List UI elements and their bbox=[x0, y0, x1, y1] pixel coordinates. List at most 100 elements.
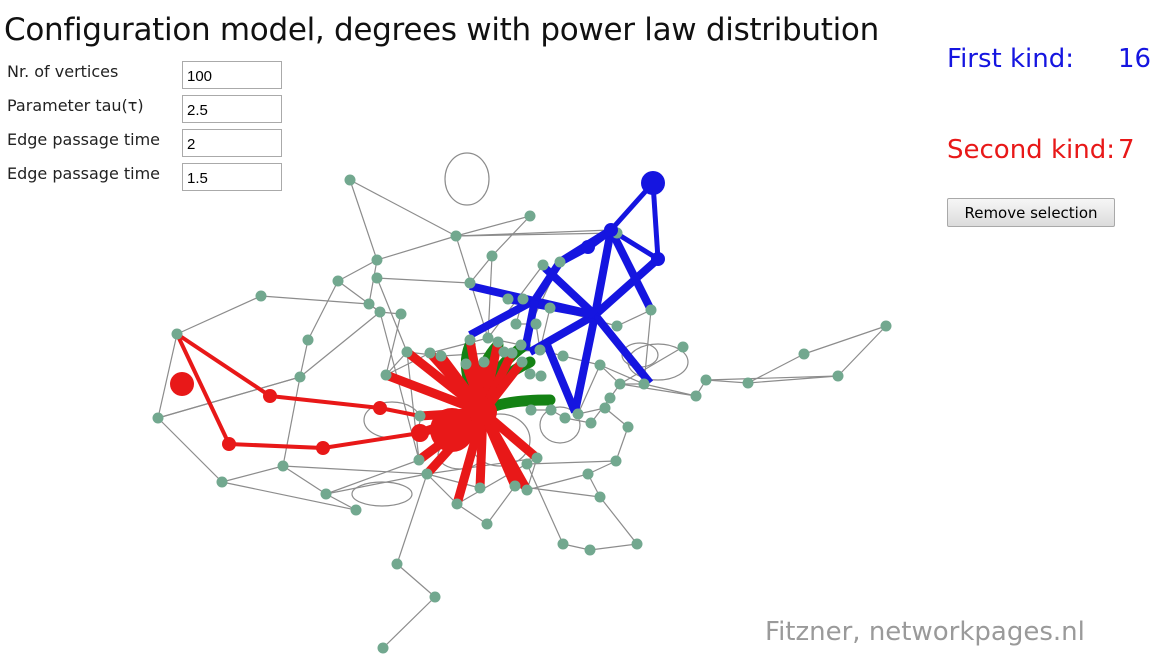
tau-input[interactable] bbox=[182, 95, 282, 123]
graph-edge bbox=[176, 295, 262, 335]
graph-vertex bbox=[294, 371, 306, 383]
graph-vertex bbox=[517, 293, 529, 305]
graph-edge bbox=[599, 496, 638, 545]
graph-vertex bbox=[742, 377, 754, 389]
graph-vertex bbox=[645, 304, 657, 316]
red-vertex bbox=[316, 441, 330, 455]
graph-vertex bbox=[594, 359, 606, 371]
graph-edge bbox=[705, 379, 749, 384]
graph-edge bbox=[643, 383, 697, 397]
graph-vertex bbox=[152, 412, 164, 424]
graph-vertex bbox=[631, 538, 643, 550]
graph-vertex bbox=[374, 306, 386, 318]
blue-edge bbox=[591, 312, 654, 386]
graph-edge bbox=[491, 215, 531, 257]
graph-vertex bbox=[344, 174, 356, 186]
graph-vertex bbox=[435, 350, 447, 362]
graph-edge bbox=[282, 465, 428, 475]
graph-edge bbox=[325, 473, 428, 495]
graph-vertex bbox=[498, 346, 510, 358]
red-edge bbox=[322, 431, 421, 450]
graph-vertex bbox=[332, 275, 344, 287]
graph-edge bbox=[429, 337, 489, 354]
graph-edge bbox=[426, 473, 481, 489]
first-kind-count: 16 bbox=[1118, 44, 1152, 74]
blue-vertex bbox=[641, 171, 665, 195]
graph-vertex bbox=[464, 334, 476, 346]
graph-edge bbox=[396, 563, 436, 598]
graph-vertex bbox=[594, 491, 606, 503]
self-loops bbox=[351, 152, 689, 507]
graph-vertex bbox=[424, 347, 436, 359]
graph-edge bbox=[705, 375, 839, 381]
red-vertex bbox=[170, 372, 194, 396]
graph-vertex bbox=[622, 421, 634, 433]
graph-vertex bbox=[482, 332, 494, 344]
graph-vertex bbox=[584, 544, 596, 556]
red-edge bbox=[269, 394, 381, 410]
remove-selection-button[interactable]: Remove selection bbox=[947, 198, 1115, 227]
first-kind-label: First kind: bbox=[947, 44, 1075, 74]
graph-vertex bbox=[521, 484, 533, 496]
vertices-label: Nr. of vertices bbox=[7, 62, 119, 81]
blue-edge bbox=[531, 259, 564, 303]
graph-vertex bbox=[614, 378, 626, 390]
graph-edge bbox=[221, 465, 284, 483]
red-vertex bbox=[373, 401, 387, 415]
graph-vertex bbox=[798, 348, 810, 360]
red-vertex bbox=[263, 389, 277, 403]
graph-vertex bbox=[320, 488, 332, 500]
graph-edge bbox=[157, 333, 178, 419]
graph-edge bbox=[385, 313, 402, 376]
graph-vertex bbox=[585, 417, 597, 429]
graph-vertex bbox=[451, 498, 463, 510]
red-edge bbox=[175, 332, 272, 398]
graph-vertex bbox=[510, 318, 522, 330]
graph-edge bbox=[577, 364, 601, 415]
graph-vertex bbox=[535, 370, 547, 382]
graph-vertex bbox=[421, 468, 433, 480]
graph-vertex bbox=[506, 347, 518, 359]
graph-edge bbox=[455, 232, 618, 237]
graph-vertex bbox=[363, 298, 375, 310]
graph-vertex bbox=[599, 402, 611, 414]
graph-vertex bbox=[530, 318, 542, 330]
graph-vertex bbox=[460, 358, 472, 370]
graph-edge bbox=[349, 179, 457, 237]
edge-passage-time-2-input[interactable] bbox=[182, 163, 282, 191]
red-vertex bbox=[222, 437, 236, 451]
graph-edge bbox=[562, 355, 601, 366]
vertices-input[interactable] bbox=[182, 61, 282, 89]
second-kind-count: 7 bbox=[1118, 135, 1135, 165]
graph-edge bbox=[456, 503, 488, 525]
graph-edge bbox=[526, 463, 564, 545]
graph-vertex bbox=[638, 378, 650, 390]
graph-vertex bbox=[255, 290, 267, 302]
graph-vertex bbox=[377, 642, 389, 654]
graph-vertex bbox=[350, 504, 362, 516]
graph-edge bbox=[307, 280, 339, 341]
graph-edge bbox=[526, 473, 589, 491]
graph-vertex bbox=[604, 392, 616, 404]
graph-edge bbox=[599, 364, 645, 385]
graph-vertex bbox=[492, 336, 504, 348]
graph-edge bbox=[337, 259, 378, 282]
graph-vertex bbox=[413, 454, 425, 466]
blue-vertex bbox=[651, 252, 665, 266]
graph-vertex bbox=[537, 259, 549, 271]
blue-vertex bbox=[604, 223, 618, 237]
graph-vertex bbox=[832, 370, 844, 382]
blue-edge bbox=[592, 256, 661, 318]
graph-edge bbox=[282, 465, 327, 495]
graph-vertex bbox=[557, 538, 569, 550]
graph-vertex bbox=[690, 390, 702, 402]
graph-vertex bbox=[516, 356, 528, 368]
graph-edge bbox=[221, 481, 357, 511]
graph-vertex bbox=[677, 341, 689, 353]
graph-vertex bbox=[531, 452, 543, 464]
graph-vertex bbox=[474, 482, 486, 494]
graph-edge bbox=[469, 255, 493, 284]
graph-vertex bbox=[277, 460, 289, 472]
edge-passage-time-1-input[interactable] bbox=[182, 129, 282, 157]
